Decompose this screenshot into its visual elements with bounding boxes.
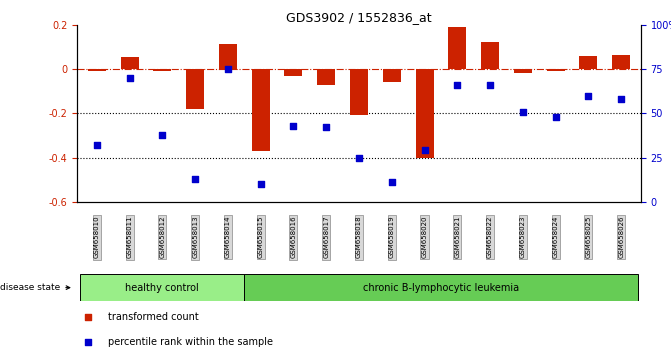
Text: GSM658015: GSM658015 [258,216,264,258]
Bar [481,42,499,69]
Text: disease state: disease state [0,283,70,292]
Bar [514,69,532,74]
Text: GSM658014: GSM658014 [225,216,231,258]
Bar [252,69,270,151]
Text: GSM658023: GSM658023 [520,216,526,258]
Bar [547,69,564,71]
Text: chronic B-lymphocytic leukemia: chronic B-lymphocytic leukemia [363,282,519,293]
Text: healthy control: healthy control [125,282,199,293]
Bar [415,69,433,158]
Point [83,314,94,320]
Bar [88,69,106,71]
Point [157,132,168,137]
Text: transformed count: transformed count [108,312,199,322]
Point [386,179,397,185]
Bar [448,27,466,69]
Bar [186,69,204,109]
Point [616,96,627,102]
Point [517,109,528,114]
Point [91,142,102,148]
Point [124,75,135,81]
Text: GSM658010: GSM658010 [94,216,100,258]
Point [255,181,266,187]
Text: GSM658026: GSM658026 [618,216,624,258]
Text: GSM658018: GSM658018 [356,216,362,258]
Point [83,339,94,344]
Text: percentile rank within the sample: percentile rank within the sample [108,337,273,347]
Text: GSM658020: GSM658020 [421,216,427,258]
Point [321,125,331,130]
Text: GSM658011: GSM658011 [127,216,133,258]
Bar [382,69,401,82]
Text: GSM658025: GSM658025 [585,216,591,258]
Bar [121,57,139,69]
Text: GSM658024: GSM658024 [553,216,558,258]
Text: GSM658019: GSM658019 [389,216,395,258]
Bar [350,69,368,115]
Bar [317,69,336,85]
Text: GSM658017: GSM658017 [323,216,329,258]
Point [223,66,234,72]
Text: GSM658016: GSM658016 [291,216,297,258]
Title: GDS3902 / 1552836_at: GDS3902 / 1552836_at [286,11,432,24]
Point [419,148,430,153]
Bar [285,69,303,76]
Point [190,176,201,182]
Point [550,114,561,120]
Text: GSM658021: GSM658021 [454,216,460,258]
Bar [154,69,171,71]
Point [288,123,299,129]
Point [452,82,463,88]
Text: GSM658012: GSM658012 [160,216,165,258]
Point [484,82,495,88]
Text: GSM658022: GSM658022 [487,216,493,258]
Bar [244,274,637,301]
Bar [219,44,237,69]
Bar [81,274,244,301]
Point [583,93,594,98]
Bar [579,56,597,69]
Text: GSM658013: GSM658013 [192,216,198,258]
Bar [612,55,630,69]
Point [354,155,364,160]
